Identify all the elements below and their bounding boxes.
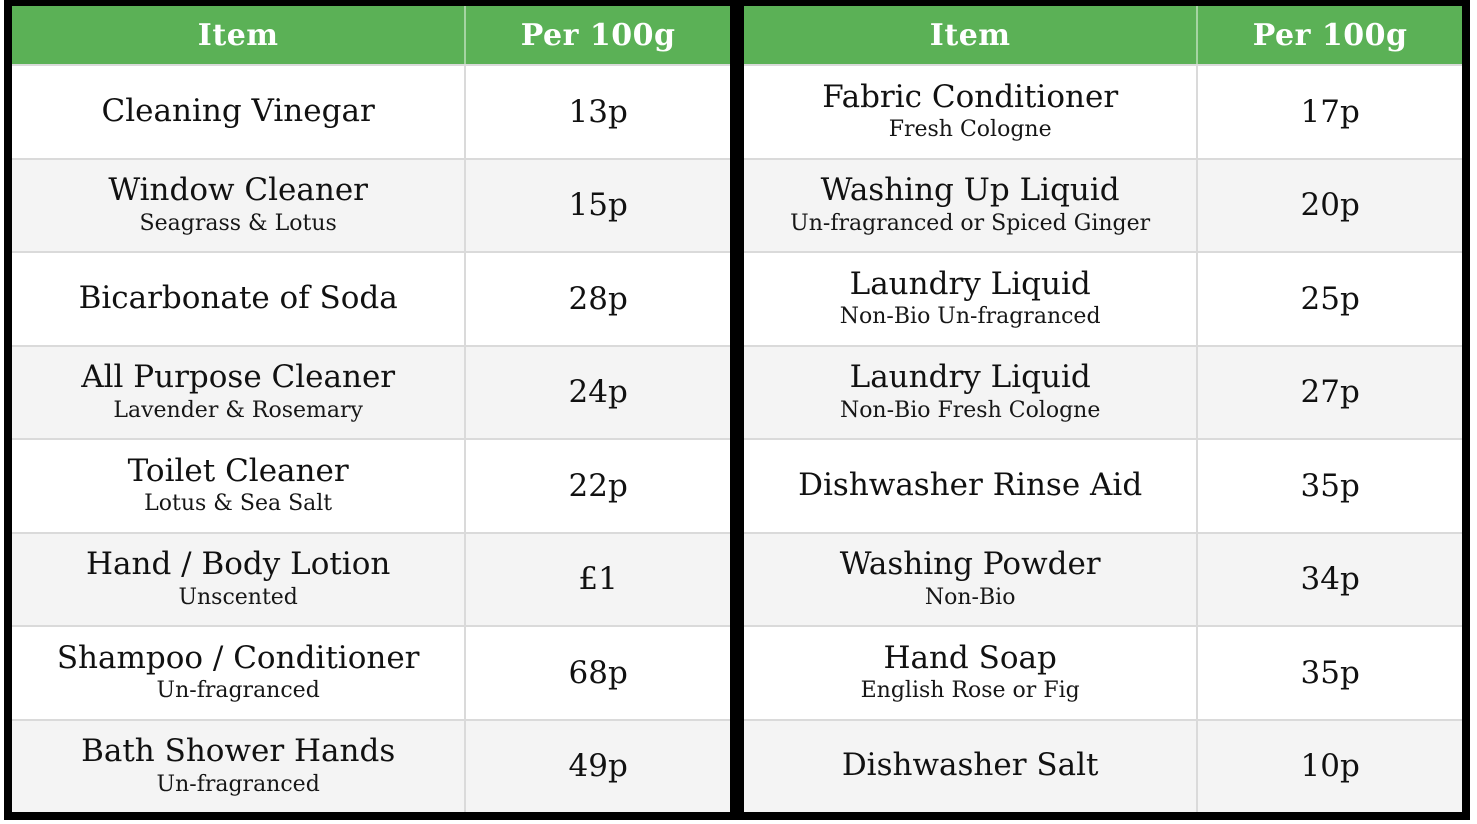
table-row: Washing Up Liquid Un-fragranced or Spice… [744, 157, 1462, 252]
price-cell: 15p [464, 159, 730, 251]
item-variant: Non-Bio Fresh Cologne [839, 397, 1101, 423]
item-variant: Un-fragranced or Spiced Ginger [790, 210, 1151, 236]
item-name: Washing Powder [839, 546, 1101, 583]
price-cell: £1 [464, 533, 730, 625]
item-name: Laundry Liquid [849, 359, 1091, 396]
price-cell: 10p [1196, 720, 1462, 812]
item-cell: Hand Soap English Rose or Fig [744, 627, 1196, 719]
table-row: Bath Shower Hands Un-fragranced 49p [12, 718, 730, 813]
item-cell: Hand / Body Lotion Unscented [12, 534, 464, 626]
price-cell: 13p [464, 66, 730, 158]
price-cell: 68p [464, 627, 730, 719]
item-name: Laundry Liquid [849, 265, 1091, 302]
price-cell: 34p [1196, 533, 1462, 625]
item-name: Bath Shower Hands [81, 733, 396, 770]
table-body: Fabric Conditioner Fresh Cologne 17p Was… [744, 64, 1462, 812]
item-name: Dishwasher Salt [841, 747, 1099, 784]
item-name: Washing Up Liquid [820, 172, 1120, 209]
item-name: Hand Soap [883, 639, 1057, 676]
table-row: Dishwasher Salt 10p [744, 718, 1462, 813]
item-variant: Lotus & Sea Salt [144, 491, 333, 517]
item-variant: Lavender & Rosemary [113, 397, 363, 423]
item-variant: Un-fragranced [156, 771, 320, 797]
item-cell: Toilet Cleaner Lotus & Sea Salt [12, 440, 464, 532]
table-row: Fabric Conditioner Fresh Cologne 17p [744, 64, 1462, 158]
item-cell: Washing Up Liquid Un-fragranced or Spice… [744, 160, 1196, 252]
item-variant: Non-Bio [924, 584, 1016, 610]
table-row: Window Cleaner Seagrass & Lotus 15p [12, 157, 730, 252]
price-cell: 17p [1196, 66, 1462, 158]
column-header-item: Item [197, 17, 279, 53]
item-cell: Dishwasher Salt [744, 721, 1196, 813]
item-name: Bicarbonate of Soda [78, 279, 398, 316]
item-cell: Cleaning Vinegar [12, 66, 464, 158]
table-header-row: Item Per 100g [12, 6, 730, 64]
item-variant: Fresh Cologne [888, 117, 1052, 143]
item-cell: Laundry Liquid Non-Bio Un-fragranced [744, 253, 1196, 345]
table-row: Laundry Liquid Non-Bio Fresh Cologne 27p [744, 344, 1462, 439]
table-row: Washing Powder Non-Bio 34p [744, 531, 1462, 626]
item-name: Hand / Body Lotion [85, 546, 391, 583]
price-cell: 27p [1196, 346, 1462, 438]
table-row: Hand Soap English Rose or Fig 35p [744, 625, 1462, 719]
table-header-row: Item Per 100g [744, 6, 1462, 64]
table-row: Hand / Body Lotion Unscented £1 [12, 531, 730, 626]
table-row: All Purpose Cleaner Lavender & Rosemary … [12, 344, 730, 439]
item-cell: Window Cleaner Seagrass & Lotus [12, 160, 464, 252]
price-board: Item Per 100g Cleaning Vinegar 13p Windo… [4, 0, 1470, 820]
table-row: Dishwasher Rinse Aid 35p [744, 438, 1462, 532]
item-variant: Un-fragranced [156, 678, 320, 704]
price-cell: 35p [1196, 440, 1462, 532]
price-cell: 22p [464, 440, 730, 532]
item-name: Cleaning Vinegar [101, 92, 375, 129]
item-variant: Seagrass & Lotus [139, 210, 337, 236]
item-cell: Laundry Liquid Non-Bio Fresh Cologne [744, 347, 1196, 439]
table-row: Cleaning Vinegar 13p [12, 64, 730, 158]
item-cell: Washing Powder Non-Bio [744, 534, 1196, 626]
item-name: Dishwasher Rinse Aid [798, 466, 1143, 503]
table-body: Cleaning Vinegar 13p Window Cleaner Seag… [12, 64, 730, 812]
table-row: Toilet Cleaner Lotus & Sea Salt 22p [12, 438, 730, 532]
column-header-per-100g: Per 100g [1196, 6, 1462, 64]
item-name: Window Cleaner [108, 172, 368, 209]
item-cell: Shampoo / Conditioner Un-fragranced [12, 627, 464, 719]
item-cell: Dishwasher Rinse Aid [744, 440, 1196, 532]
table-row: Shampoo / Conditioner Un-fragranced 68p [12, 625, 730, 719]
price-cell: 49p [464, 720, 730, 812]
price-cell: 24p [464, 346, 730, 438]
column-header-item: Item [929, 17, 1011, 53]
table-row: Laundry Liquid Non-Bio Un-fragranced 25p [744, 251, 1462, 345]
item-name: All Purpose Cleaner [81, 359, 396, 396]
table-row: Bicarbonate of Soda 28p [12, 251, 730, 345]
item-name: Shampoo / Conditioner [56, 639, 420, 676]
column-header-per-100g: Per 100g [464, 6, 730, 64]
price-cell: 35p [1196, 627, 1462, 719]
item-variant: English Rose or Fig [860, 678, 1080, 704]
item-cell: All Purpose Cleaner Lavender & Rosemary [12, 347, 464, 439]
price-cell: 28p [464, 253, 730, 345]
item-cell: Fabric Conditioner Fresh Cologne [744, 66, 1196, 158]
item-cell: Bath Shower Hands Un-fragranced [12, 721, 464, 813]
price-cell: 25p [1196, 253, 1462, 345]
price-cell: 20p [1196, 159, 1462, 251]
item-name: Fabric Conditioner [822, 78, 1119, 115]
item-cell: Bicarbonate of Soda [12, 253, 464, 345]
item-name: Toilet Cleaner [127, 452, 349, 489]
price-table-left: Item Per 100g Cleaning Vinegar 13p Windo… [12, 6, 730, 812]
item-variant: Non-Bio Un-fragranced [839, 304, 1101, 330]
item-variant: Unscented [178, 584, 298, 610]
price-table-right: Item Per 100g Fabric Conditioner Fresh C… [744, 6, 1462, 812]
